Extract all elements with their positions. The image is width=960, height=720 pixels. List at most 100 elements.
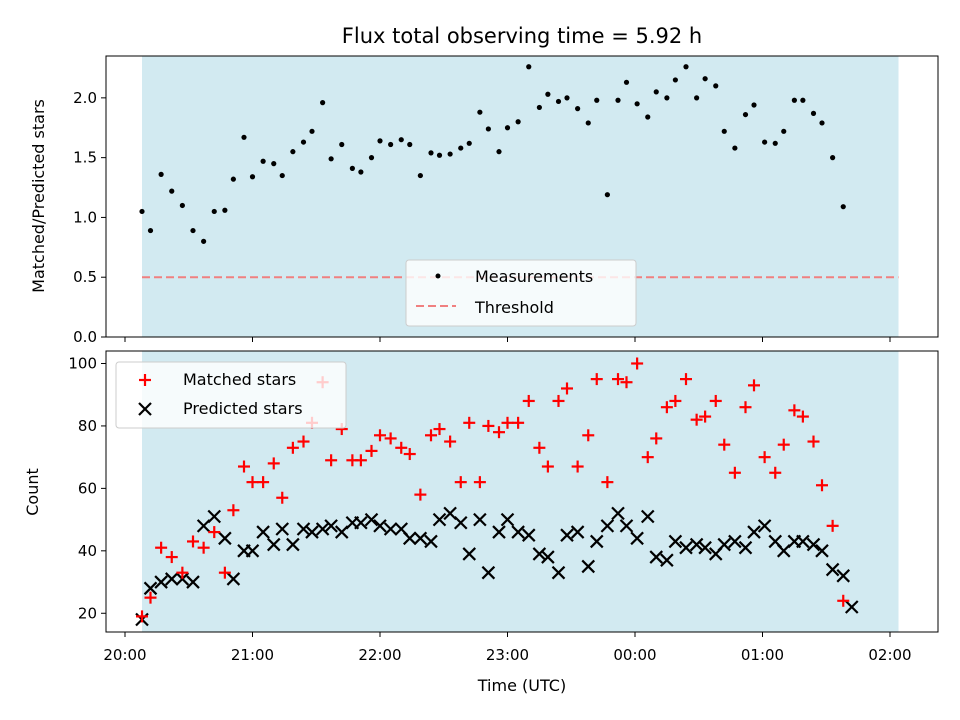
measurement-point bbox=[545, 91, 551, 97]
matched-star-point bbox=[208, 526, 221, 539]
matched-star-point bbox=[512, 416, 525, 429]
measurement-point bbox=[230, 176, 236, 182]
measurement-point bbox=[575, 106, 581, 112]
matched-star-point bbox=[144, 591, 157, 604]
measurement-point bbox=[377, 138, 383, 144]
measurement-point bbox=[830, 155, 836, 161]
matched-star-point bbox=[709, 394, 722, 407]
legend-measurements-marker bbox=[435, 273, 441, 279]
legend-measurements-label: Measurements bbox=[475, 267, 593, 286]
measurement-point bbox=[447, 151, 453, 157]
x-tick-label-0: 20:00 bbox=[103, 646, 146, 664]
measurement-point bbox=[485, 126, 491, 132]
ratio-y-tick-label-3: 1.5 bbox=[73, 149, 97, 167]
matched-star-point bbox=[541, 460, 554, 473]
predicted-star-point bbox=[207, 509, 222, 524]
predicted-star-point bbox=[844, 600, 859, 614]
predicted-star-point bbox=[698, 540, 712, 555]
predicted-star-point bbox=[611, 506, 625, 521]
matched-star-point bbox=[433, 423, 446, 436]
matched-star-point bbox=[155, 541, 168, 554]
measurement-point bbox=[417, 172, 423, 179]
count-panel: 20 40 60 80 100 Count Matched stars Predicte… bbox=[23, 350, 939, 637]
measurement-point bbox=[615, 97, 621, 103]
measurement-point bbox=[772, 140, 778, 146]
ratio-y-tick-label-4: 2.0 bbox=[73, 89, 97, 107]
predicted-star-point bbox=[324, 519, 338, 533]
measurement-point bbox=[713, 83, 719, 89]
matched-star-point bbox=[816, 479, 828, 492]
matched-star-point bbox=[699, 410, 712, 423]
measurement-point bbox=[309, 128, 315, 134]
measurement-point bbox=[819, 120, 825, 126]
count-y-axis-label: Count bbox=[23, 468, 42, 516]
matched-star-point bbox=[354, 454, 367, 467]
legend-threshold-label: Threshold bbox=[474, 298, 554, 317]
measurement-points bbox=[139, 64, 846, 244]
predicted-star-point bbox=[266, 537, 281, 552]
matched-star-point bbox=[374, 429, 386, 442]
matched-star-point bbox=[276, 491, 289, 504]
matched-star-point bbox=[403, 448, 416, 461]
measurement-point bbox=[211, 208, 217, 215]
predicted-star-point bbox=[286, 537, 300, 552]
measurement-point bbox=[840, 204, 846, 210]
matched-star-point bbox=[601, 476, 614, 489]
matched-star-point bbox=[246, 476, 259, 489]
measurement-point bbox=[300, 139, 307, 145]
measurement-point bbox=[623, 79, 630, 85]
matched-star-point bbox=[718, 438, 731, 451]
predicted-star-point bbox=[402, 531, 417, 546]
measurement-point bbox=[762, 139, 768, 145]
predicted-star-point bbox=[521, 528, 536, 542]
predicted-star-point bbox=[600, 519, 615, 533]
matched-star-point bbox=[826, 519, 839, 532]
measurement-point bbox=[751, 102, 757, 108]
predicted-star-point bbox=[747, 525, 761, 539]
predicted-star-point bbox=[836, 569, 851, 583]
measurement-point bbox=[702, 76, 708, 82]
measurement-point bbox=[672, 77, 678, 83]
count-panel-ticks: 20 40 60 80 100 bbox=[68, 354, 891, 637]
matched-star-point bbox=[136, 610, 148, 623]
measurement-point bbox=[290, 149, 296, 155]
measurement-point bbox=[388, 141, 394, 148]
matched-star-point bbox=[739, 401, 752, 414]
matched-star-point bbox=[444, 435, 457, 448]
measurement-point bbox=[147, 227, 154, 234]
matched-star-point bbox=[463, 416, 476, 429]
measurement-point bbox=[564, 95, 570, 101]
measurement-point bbox=[169, 188, 175, 194]
matched-star-point bbox=[165, 551, 178, 564]
x-tick-label-3: 23:00 bbox=[486, 646, 529, 664]
predicted-star-point bbox=[640, 509, 655, 524]
measurement-point bbox=[536, 104, 542, 111]
matched-star-point bbox=[482, 419, 495, 432]
matched-star-point bbox=[620, 376, 633, 389]
measurement-point bbox=[645, 114, 651, 120]
matched-star-point bbox=[473, 476, 486, 489]
predicted-star-point bbox=[186, 575, 200, 589]
measurement-point bbox=[653, 89, 659, 95]
predicted-star-point bbox=[354, 515, 368, 530]
predicted-star-point bbox=[315, 522, 330, 536]
count-y-tick-label-3: 80 bbox=[78, 417, 97, 435]
count-y-tick-label-4: 100 bbox=[68, 354, 97, 372]
x-tick-label-1: 21:00 bbox=[231, 646, 274, 664]
measurement-point bbox=[458, 145, 464, 151]
measurement-point bbox=[477, 109, 483, 115]
predicted-star-point bbox=[815, 544, 829, 558]
matched-star-point bbox=[325, 454, 338, 467]
count-y-tick-label-1: 40 bbox=[78, 542, 97, 560]
predicted-star-point bbox=[143, 581, 158, 596]
count-legend-box bbox=[115, 361, 347, 429]
measurement-point bbox=[781, 128, 787, 134]
matched-star-point bbox=[365, 444, 378, 457]
matched-star-point bbox=[501, 416, 514, 429]
predicted-star-point bbox=[226, 572, 241, 586]
predicted-star-point bbox=[757, 519, 772, 533]
predicted-star-point bbox=[679, 540, 693, 555]
predicted-star-point bbox=[825, 562, 840, 577]
matched-star-point bbox=[788, 404, 801, 417]
measurement-point bbox=[398, 137, 404, 143]
